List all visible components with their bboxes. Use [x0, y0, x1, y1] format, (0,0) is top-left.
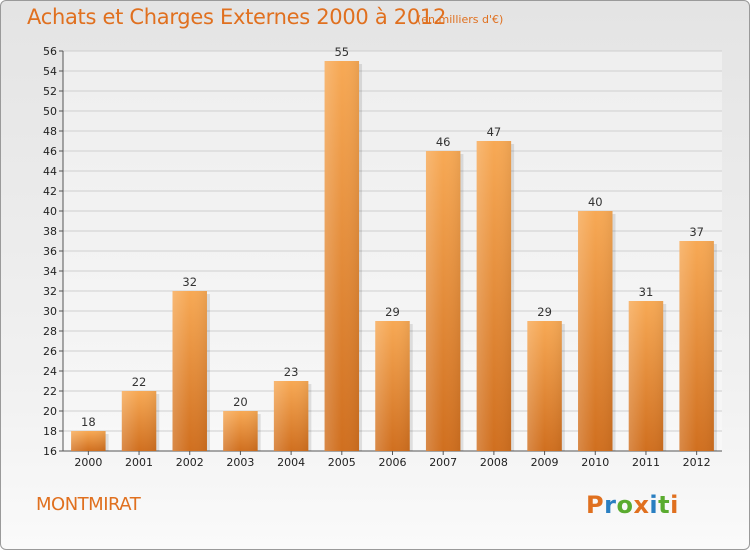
chart-title: Achats et Charges Externes 2000 à 2012 — [27, 5, 447, 29]
bar-highlight — [679, 241, 714, 451]
x-tick-label-2005: 2005 — [328, 456, 356, 469]
x-tick-label-2006: 2006 — [379, 456, 407, 469]
data-label-2002: 32 — [182, 275, 197, 289]
y-tick-label: 20 — [43, 405, 57, 418]
y-tick-label: 52 — [43, 85, 57, 98]
commune-name: MONTMIRAT — [36, 494, 141, 515]
x-tick-label-2012: 2012 — [683, 456, 711, 469]
bar-highlight — [578, 211, 613, 451]
y-tick-label: 46 — [43, 145, 57, 158]
x-tick-label-2008: 2008 — [480, 456, 508, 469]
y-tick-label: 48 — [43, 125, 57, 138]
y-tick-label: 56 — [43, 45, 57, 58]
data-label-2001: 22 — [132, 375, 147, 389]
x-tick-label-2010: 2010 — [581, 456, 609, 469]
bars — [71, 61, 717, 451]
y-tick-label: 18 — [43, 425, 57, 438]
y-tick-label: 38 — [43, 225, 57, 238]
y-tick-label: 50 — [43, 105, 57, 118]
logo-letter: x — [633, 491, 650, 519]
y-tick-label: 44 — [43, 165, 57, 178]
logo-letter: t — [658, 491, 671, 519]
x-tick-label-2001: 2001 — [125, 456, 153, 469]
y-tick-label: 40 — [43, 205, 57, 218]
data-label-2004: 23 — [284, 365, 299, 379]
x-tick-label-2003: 2003 — [226, 456, 254, 469]
bar-highlight — [527, 321, 562, 451]
data-label-2008: 47 — [487, 125, 502, 139]
y-tick-label: 16 — [43, 445, 57, 458]
data-label-2012: 37 — [689, 225, 704, 239]
data-label-2011: 31 — [639, 285, 654, 299]
data-label-2003: 20 — [233, 395, 248, 409]
bar-highlight — [375, 321, 410, 451]
proxiti-logo: Proxiti — [586, 491, 679, 519]
logo-letter: i — [670, 491, 679, 519]
x-tick-label-2011: 2011 — [632, 456, 660, 469]
y-tick-label: 36 — [43, 245, 57, 258]
y-tick-label: 42 — [43, 185, 57, 198]
labels: 18 22 32 20 23 55 29 46 47 29 40 31 37 — [81, 45, 704, 429]
y-tick-label: 34 — [43, 265, 57, 278]
x-tick-label-2002: 2002 — [176, 456, 204, 469]
logo-letter: o — [616, 491, 634, 519]
y-tick-label: 30 — [43, 305, 57, 318]
data-label-2006: 29 — [385, 305, 400, 319]
x-tick-label-2009: 2009 — [531, 456, 559, 469]
bar-highlight — [476, 141, 512, 451]
logo-letter: i — [649, 491, 659, 519]
bar-highlight — [121, 391, 157, 451]
logo-letter: r — [604, 491, 617, 519]
bar-highlight — [71, 431, 106, 451]
y-tick-label: 32 — [43, 285, 57, 298]
logo-letter: P — [586, 491, 605, 519]
data-label-2009: 29 — [537, 305, 552, 319]
y-tick-label: 26 — [43, 345, 57, 358]
y-tick-label: 22 — [43, 385, 57, 398]
bar-highlight — [223, 411, 258, 451]
axes: 16 18 20 22 24 26 28 30 32 34 36 38 40 42 44 46 48 50 52 54… — [43, 45, 722, 469]
x-tick-label-2007: 2007 — [429, 456, 457, 469]
data-label-2000: 18 — [81, 415, 96, 429]
bar-highlight — [628, 301, 664, 451]
y-tick-label: 54 — [43, 65, 57, 78]
chart-unit: (en milliers d'€) — [417, 13, 504, 26]
bar-highlight — [324, 61, 360, 451]
data-label-2005: 55 — [334, 45, 349, 59]
data-label-2010: 40 — [588, 195, 603, 209]
bar-highlight — [425, 151, 461, 451]
y-tick-label: 24 — [43, 365, 57, 378]
bar-highlight — [172, 291, 207, 451]
y-tick-label: 28 — [43, 325, 57, 338]
bar-highlight — [273, 381, 309, 451]
x-tick-label-2000: 2000 — [74, 456, 102, 469]
data-label-2007: 46 — [436, 135, 451, 149]
x-tick-label-2004: 2004 — [277, 456, 305, 469]
